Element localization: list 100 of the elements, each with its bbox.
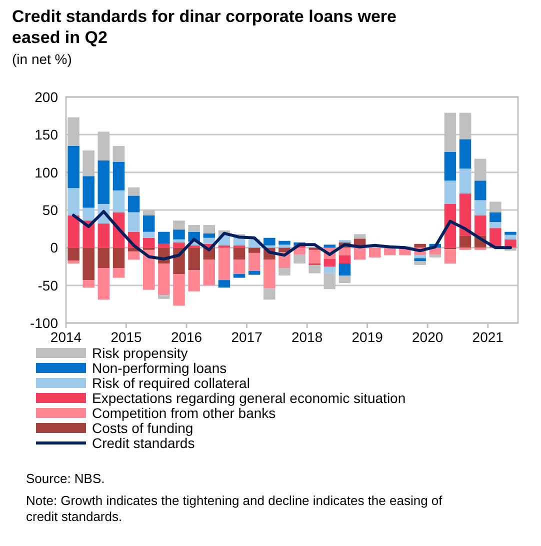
x-tick-label: 2019 [352, 329, 384, 345]
y-axis-title: (in net %) [12, 51, 72, 67]
bar [490, 222, 502, 228]
bar [68, 215, 80, 248]
bar [368, 248, 381, 258]
bar [98, 160, 110, 204]
bar [218, 280, 230, 288]
bar [203, 225, 216, 234]
bar [128, 212, 140, 232]
bar [142, 232, 155, 238]
x-tick-label: 2020 [412, 329, 444, 345]
line-series [72, 210, 512, 260]
bar [98, 248, 110, 268]
bar [294, 254, 306, 264]
bar [158, 244, 170, 248]
bar [474, 200, 486, 216]
bar [173, 230, 185, 240]
legend-label: Expectations regarding general economic situation [92, 390, 406, 406]
bar [278, 244, 290, 248]
bar [324, 258, 336, 266]
bar [173, 220, 185, 230]
bar [294, 248, 306, 254]
legend-label: Risk propensity [92, 345, 188, 361]
bar [203, 238, 216, 244]
x-tick-label: 2018 [291, 329, 323, 345]
bar [278, 268, 290, 276]
legend-label: Competition from other banks [92, 405, 276, 421]
bar [233, 260, 246, 274]
bar [188, 225, 200, 232]
bar [308, 250, 320, 264]
bar [459, 139, 472, 169]
bar [128, 187, 140, 196]
bar [68, 260, 80, 264]
y-tick-label: 0 [50, 240, 58, 256]
chart-title: Credit standards for dinar corporate loans were eased in Q2 [12, 7, 396, 47]
bar [188, 248, 200, 270]
bar [338, 263, 351, 276]
x-tick-label: 2021 [472, 329, 504, 345]
bar [264, 260, 276, 288]
bar [354, 234, 366, 239]
bar [173, 274, 185, 306]
bar [414, 244, 426, 248]
bar [474, 215, 486, 236]
bar [354, 248, 366, 260]
bar [444, 180, 456, 204]
legend-label: Non-performing loans [92, 360, 227, 376]
y-tick-label: 200 [34, 89, 58, 105]
bar [112, 162, 125, 190]
bar [459, 168, 472, 194]
bar [142, 238, 155, 248]
bar [504, 232, 516, 235]
bar [444, 249, 456, 264]
source-note: Source: NBS. [26, 471, 105, 486]
bar [203, 233, 216, 238]
y-tick-label: 150 [34, 126, 58, 143]
bar [324, 266, 336, 274]
bar [112, 248, 125, 268]
bar [188, 270, 200, 292]
bar [82, 176, 94, 208]
bar [158, 295, 170, 299]
bar [128, 196, 140, 212]
bar [173, 242, 185, 248]
bar [82, 248, 94, 280]
bar [248, 271, 260, 275]
bar [142, 215, 155, 232]
y-tick-label: -50 [38, 277, 58, 294]
bar [248, 252, 260, 272]
bar [414, 258, 426, 262]
bar [444, 152, 456, 181]
bar [82, 280, 94, 288]
bar [173, 239, 185, 242]
bar [218, 248, 230, 280]
text: Note: Growth indicates the tightening and decline indicates the easing of credit standards. [26, 493, 443, 524]
bar [308, 264, 320, 274]
bar [264, 288, 276, 300]
bar [68, 146, 80, 188]
bar [338, 248, 351, 256]
bar [82, 208, 94, 221]
bar [158, 263, 170, 296]
x-tick-label: 2016 [170, 329, 202, 345]
bar [142, 250, 155, 290]
bar [429, 254, 442, 258]
x-tick-label: 2015 [110, 329, 142, 345]
bar [504, 234, 516, 240]
x-tick-label: 2014 [50, 329, 82, 345]
bar [112, 268, 125, 278]
y-tick-label: 100 [34, 164, 58, 180]
legend-label: Credit standards [92, 435, 195, 451]
x-tick-label: 2017 [231, 329, 263, 345]
bar [338, 255, 351, 264]
bar [158, 232, 170, 244]
bar [278, 240, 290, 245]
y-tick-label: -100 [30, 315, 58, 331]
bar [203, 260, 216, 286]
bar [414, 255, 426, 258]
legend-label: Risk of required collateral [92, 375, 250, 391]
bar [233, 248, 246, 260]
bar [68, 248, 80, 260]
legend-label: Costs of funding [92, 420, 194, 436]
bar [459, 236, 472, 248]
